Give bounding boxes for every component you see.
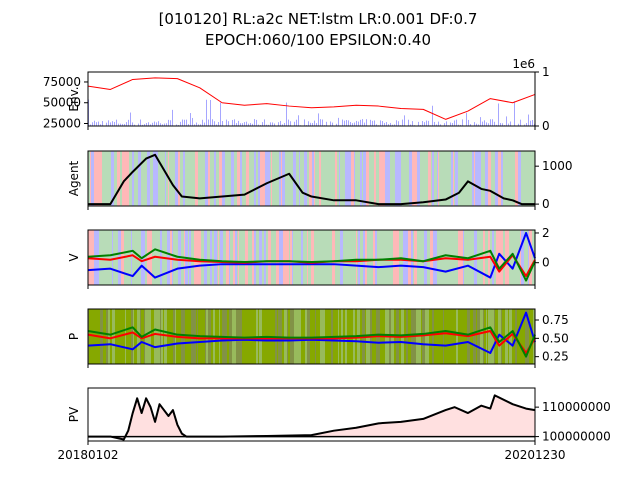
env-volume-bars (88, 99, 535, 126)
env-y-tick-label: 25000 (43, 117, 81, 131)
env-panel: 25000 50000 75000 0 1 1e6 Env. (43, 57, 550, 133)
pv-y-tick-label: 100000000 (542, 430, 611, 444)
subplots-group: 25000 50000 75000 0 1 1e6 Env. 0 1000 Agent 0 2 V 0.2… (43, 57, 611, 445)
env-axes-frame (87, 71, 536, 127)
env-y2-tick-label: 1 (542, 65, 550, 79)
v-panel: 0 2 V (67, 226, 550, 289)
p-y-tick-label: 0.75 (542, 313, 569, 327)
pv-panel: 100000000 110000000 PV (67, 387, 611, 445)
agent-y-tick-label: 1000 (542, 159, 573, 173)
figure-title-line1: [010120] RL:a2c NET:lstm LR:0.001 DF:0.7 (159, 10, 478, 28)
p-ylabel: P (67, 333, 81, 340)
agent-action-bands (88, 151, 535, 206)
v-series-line-2 (87, 248, 536, 282)
figure-title-line2: EPOCH:060/100 EPSILON:0.40 (205, 31, 431, 49)
p-series-line-2 (87, 326, 536, 358)
v-series-line-0 (87, 231, 536, 279)
agent-panel: 0 1000 Agent (67, 150, 573, 211)
x-last-tick-label: 20201230 (504, 448, 565, 462)
agent-axes-frame (87, 150, 536, 207)
pv-area (88, 395, 535, 440)
p-y-tick-label: 0.25 (542, 350, 569, 364)
env-y-tick-label: 75000 (43, 75, 81, 89)
env-y2-offset-label: 1e6 (512, 57, 535, 71)
v-y-tick-label: 0 (542, 256, 550, 270)
p-series-line-1 (87, 330, 536, 354)
v-ylabel: V (67, 253, 81, 262)
env-ylabel: Env. (67, 86, 81, 111)
agent-y-tick-label: 0 (542, 197, 550, 211)
agent-series-line-0 (88, 153, 535, 206)
env-series-line-0 (87, 77, 536, 120)
p-axes-frame (87, 308, 536, 365)
pv-series-line-0 (88, 394, 536, 441)
p-series-line-0 (87, 311, 536, 354)
p-y-tick-label: 0.50 (542, 331, 569, 345)
pv-ylabel: PV (67, 406, 81, 422)
v-y-tick-label: 2 (542, 226, 550, 240)
env-y2-tick-label: 0 (542, 119, 550, 133)
v-axes-frame (87, 229, 536, 286)
pv-y-tick-label: 110000000 (542, 400, 611, 414)
p-panel: 0.25 0.50 0.75 P (67, 308, 569, 368)
x-first-tick-label: 20180102 (57, 448, 118, 462)
env-y-tick-label: 50000 (43, 96, 81, 110)
agent-ylabel: Agent (67, 160, 81, 196)
pv-axes-frame (87, 387, 536, 442)
